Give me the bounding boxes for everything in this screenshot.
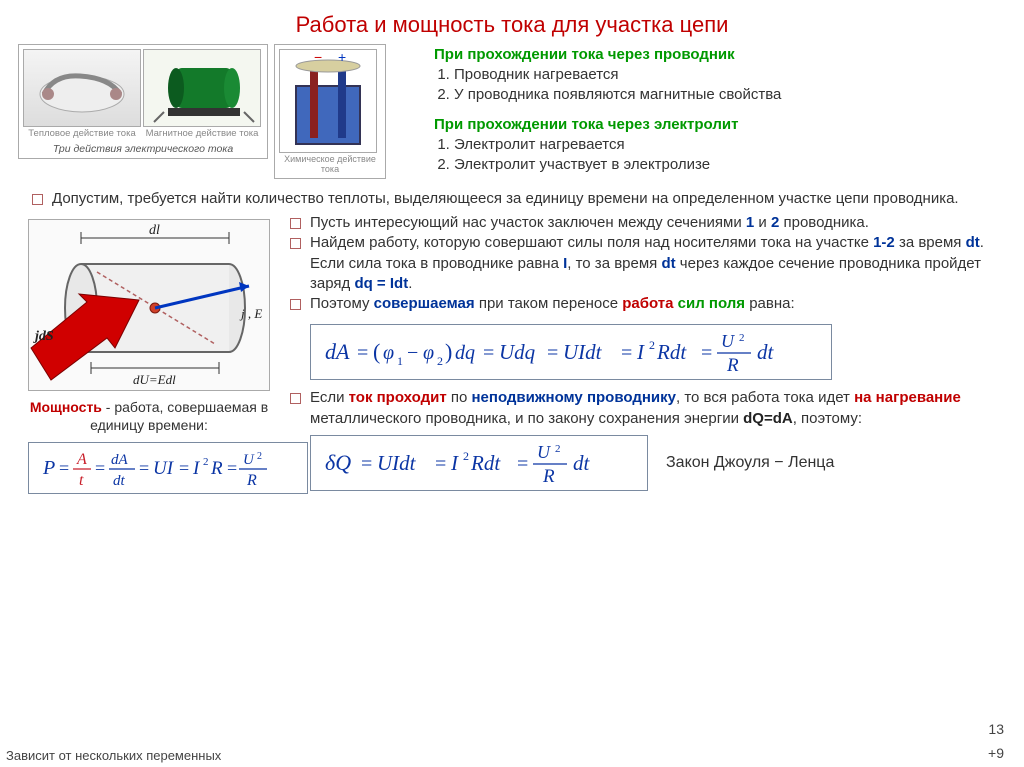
last-bullet: Если ток проходит по неподвижному провод… <box>286 388 1008 429</box>
page-number: 13 <box>988 721 1004 737</box>
svg-text:=: = <box>517 453 528 475</box>
footnote: Зависит от нескольких переменных <box>6 748 221 763</box>
svg-text:UIdt: UIdt <box>377 451 417 475</box>
magnetic-caption: Магнитное действие тока <box>142 129 262 139</box>
last-bullets: Если ток проходит по неподвижному провод… <box>286 388 1008 429</box>
svg-text:dt: dt <box>573 451 591 475</box>
svg-text:R: R <box>210 458 223 479</box>
svg-text:P: P <box>42 457 55 479</box>
svg-text:=: = <box>435 453 446 475</box>
main-bullet-3: Поэтому совершаемая при таком переносе р… <box>286 294 1008 314</box>
svg-text:2: 2 <box>739 332 745 344</box>
page-title: Работа и мощность тока для участка цепи <box>0 0 1024 38</box>
power-caption: Мощность - работа, совершаемая в единицу… <box>28 399 270 434</box>
svg-text:φ: φ <box>383 342 394 364</box>
svg-text:U: U <box>721 331 735 351</box>
conductor-segment-figure: dl j , E jdS <box>28 219 270 391</box>
je-label: j , E <box>239 306 262 321</box>
svg-text:2: 2 <box>437 354 443 368</box>
du-label: dU=Edl <box>133 372 176 387</box>
svg-text:=: = <box>95 458 105 478</box>
electrolyte-heading: При прохождении тока через электролит <box>434 116 1006 133</box>
main-bullet-2: Найдем работу, которую совершают силы по… <box>286 233 1008 294</box>
svg-text:R: R <box>542 466 555 486</box>
svg-text:A: A <box>76 451 87 468</box>
chemical-figure: − + Химическое действие тока <box>274 44 386 179</box>
svg-text:U: U <box>537 442 551 462</box>
electrolyte-item-2: Электролит участвует в электролизе <box>454 155 1006 175</box>
three-actions-figure: Тепловое действие тока Магнитное действи… <box>18 44 268 159</box>
svg-text:R: R <box>246 472 257 489</box>
jds-label: jdS <box>33 329 54 344</box>
svg-text:2: 2 <box>649 338 655 352</box>
svg-text:=: = <box>361 453 372 475</box>
svg-text:dq: dq <box>455 342 475 364</box>
power-formula: P = A t = dA dt = UI = I 2 R = U 2 R <box>28 442 308 494</box>
svg-text:+: + <box>338 50 346 65</box>
svg-text:dt: dt <box>113 473 126 489</box>
joule-lenz-label: Закон Джоуля − Ленца <box>648 454 834 472</box>
svg-text:dA: dA <box>325 339 350 364</box>
heat-formula: δQ = UIdt = I 2 Rdt = U 2 R dt <box>310 435 648 491</box>
svg-text:UIdt: UIdt <box>563 340 603 364</box>
svg-text:dA: dA <box>111 452 129 468</box>
electrolyte-list: Электролит нагревается Электролит участв… <box>404 135 1006 176</box>
svg-text:I: I <box>636 340 645 364</box>
svg-text:=: = <box>621 342 632 364</box>
mid-row: dl j , E jdS <box>0 209 1024 494</box>
chemical-caption: Химическое действие тока <box>278 155 382 175</box>
svg-text:=: = <box>701 342 712 364</box>
svg-text:=: = <box>547 342 558 364</box>
svg-text:2: 2 <box>463 449 469 463</box>
electrolyte-item-1: Электролит нагревается <box>454 135 1006 155</box>
svg-text:Udq: Udq <box>499 340 536 364</box>
svg-text:−: − <box>314 50 322 65</box>
svg-text:δQ: δQ <box>325 450 351 475</box>
svg-text:Rdt: Rdt <box>656 340 687 364</box>
svg-text:=: = <box>179 458 189 478</box>
thermal-thumb: Тепловое действие тока <box>22 48 142 139</box>
magnetic-thumb: Магнитное действие тока <box>142 48 262 139</box>
svg-text:UI: UI <box>153 458 175 479</box>
svg-text:(: ( <box>373 339 380 364</box>
svg-text:t: t <box>79 472 84 489</box>
conductor-heading: При прохождении тока через проводник <box>434 46 1006 63</box>
top-row: Тепловое действие тока Магнитное действи… <box>0 38 1024 179</box>
svg-text:=: = <box>483 342 494 364</box>
conductor-item-1: Проводник нагревается <box>454 65 1006 85</box>
svg-text:2: 2 <box>257 451 262 462</box>
svg-text:2: 2 <box>203 456 209 468</box>
intro-bullet: Допустим, требуется найти количество теп… <box>28 189 1004 209</box>
svg-text:=: = <box>357 342 368 364</box>
page-sub: +9 <box>988 745 1004 761</box>
svg-text:I: I <box>450 451 459 475</box>
thermal-caption: Тепловое действие тока <box>22 129 142 139</box>
svg-text:φ: φ <box>423 342 434 364</box>
svg-text:): ) <box>445 339 452 364</box>
main-bullet-1: Пусть интересующий нас участок заключен … <box>286 213 1008 233</box>
svg-text:−: − <box>407 342 418 364</box>
svg-text:1: 1 <box>397 354 403 368</box>
svg-text:U: U <box>243 452 255 468</box>
dl-label: dl <box>149 223 160 238</box>
svg-text:=: = <box>139 458 149 478</box>
conductor-item-2: У проводника появляются магнитные свойст… <box>454 85 1006 105</box>
svg-text:=: = <box>59 458 69 478</box>
svg-text:dt: dt <box>757 340 775 364</box>
svg-text:2: 2 <box>555 443 561 455</box>
work-formula: dA = ( φ 1 − φ 2 ) dq = Udq = UIdt = I 2 <box>310 324 832 380</box>
svg-text:R: R <box>726 355 739 375</box>
svg-text:I: I <box>192 458 201 479</box>
svg-text:Rdt: Rdt <box>470 451 501 475</box>
main-bullets: Пусть интересующий нас участок заключен … <box>286 213 1008 314</box>
svg-text:=: = <box>227 458 237 478</box>
three-actions-caption: Три действия электрического тока <box>22 143 264 155</box>
conductor-list: Проводник нагревается У проводника появл… <box>404 65 1006 106</box>
intro-bullets: Допустим, требуется найти количество теп… <box>0 179 1024 209</box>
